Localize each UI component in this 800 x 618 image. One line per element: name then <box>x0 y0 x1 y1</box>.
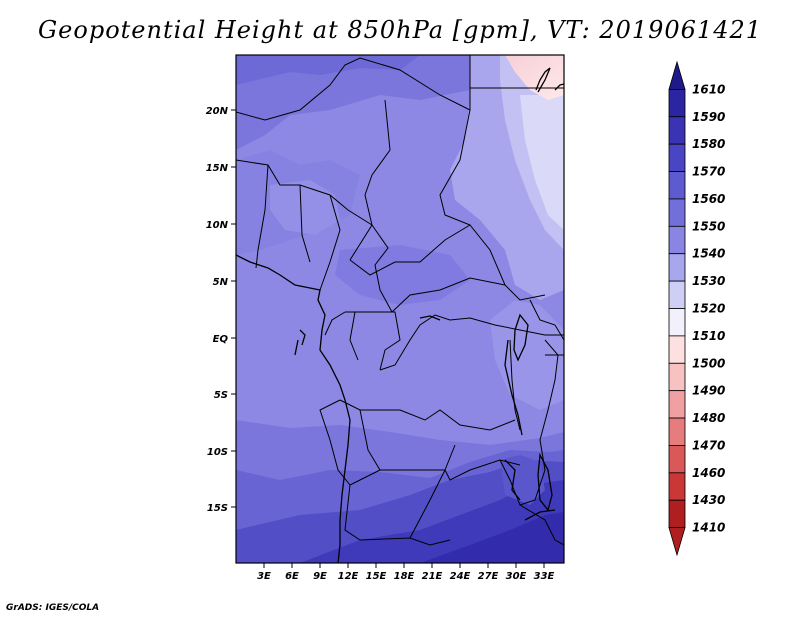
latitude-axis: 20N 15N 10N 5N EQ 5S 10S 15S <box>206 106 236 514</box>
lon-label: 12E <box>338 571 359 582</box>
credit-label: GrADS: IGES/COLA <box>6 603 100 613</box>
lon-label: 30E <box>506 571 527 582</box>
colorbar-label: 1410 <box>692 521 725 535</box>
colorbar-label: 1510 <box>692 329 725 343</box>
lat-label: 5N <box>213 277 229 288</box>
colorbar-label: 1580 <box>692 137 725 151</box>
colorbar-label: 1610 <box>692 82 725 96</box>
lat-label: 5S <box>214 390 228 401</box>
lat-label: EQ <box>213 334 229 345</box>
colorbar-label: 1520 <box>692 302 725 316</box>
colorbar-swatch <box>668 143 686 172</box>
colorbar-swatch <box>668 472 686 501</box>
colorbar-label: 1490 <box>692 384 725 398</box>
coastline <box>236 67 564 563</box>
colorbar-label: 1560 <box>692 192 725 206</box>
lon-label: 24E <box>450 571 471 582</box>
colorbar-swatch <box>668 171 686 200</box>
country-borders <box>236 55 564 546</box>
colorbar-label: 1540 <box>692 247 725 261</box>
lat-label: 10S <box>207 447 228 458</box>
colorbar-swatch <box>668 417 686 446</box>
chart-title: Geopotential Height at 850hPa [gpm], VT:… <box>38 16 762 44</box>
lon-label: 6E <box>285 571 299 582</box>
colorbar-label: 1470 <box>692 438 725 452</box>
colorbar: 1610 1590 1580 1570 1560 1550 1540 1530 1520 1510… <box>668 60 725 557</box>
colorbar-swatch <box>668 198 686 227</box>
lat-label: 15N <box>206 163 229 174</box>
colorbar-swatch <box>668 390 686 419</box>
lon-label: 15E <box>366 571 387 582</box>
lon-label: 9E <box>313 571 327 582</box>
colorbar-swatch <box>668 335 686 364</box>
colorbar-label: 1570 <box>692 165 725 179</box>
map-frame <box>235 54 565 564</box>
colorbar-swatch <box>668 225 686 255</box>
height-field <box>236 55 564 563</box>
colorbar-swatch <box>668 116 686 145</box>
lon-label: 33E <box>534 571 555 582</box>
colorbar-label: 1430 <box>692 493 725 507</box>
colorbar-swatch <box>668 527 686 557</box>
longitude-axis: 3E 6E 9E 12E 15E 18E 21E 24E 27E 30E 33E <box>257 563 555 582</box>
lon-label: 21E <box>422 571 443 582</box>
colorbar-swatch <box>668 308 686 337</box>
colorbar-label: 1550 <box>692 219 725 233</box>
colorbar-swatch <box>668 253 686 282</box>
colorbar-swatch <box>668 499 686 529</box>
colorbar-swatch <box>668 60 686 90</box>
lat-label: 20N <box>206 106 229 117</box>
colorbar-label: 1460 <box>692 466 725 480</box>
lat-label: 15S <box>207 503 228 514</box>
colorbar-label: 1500 <box>692 356 725 370</box>
colorbar-swatch <box>668 280 686 309</box>
colorbar-swatch <box>668 88 686 118</box>
colorbar-swatch <box>668 362 686 392</box>
lat-label: 10N <box>206 220 229 231</box>
colorbar-swatch <box>668 445 686 474</box>
lon-label: 27E <box>478 571 499 582</box>
lon-label: 3E <box>257 571 271 582</box>
colorbar-label: 1530 <box>692 274 725 288</box>
colorbar-label: 1590 <box>692 110 725 124</box>
lon-label: 18E <box>394 571 415 582</box>
colorbar-label: 1480 <box>692 411 725 425</box>
